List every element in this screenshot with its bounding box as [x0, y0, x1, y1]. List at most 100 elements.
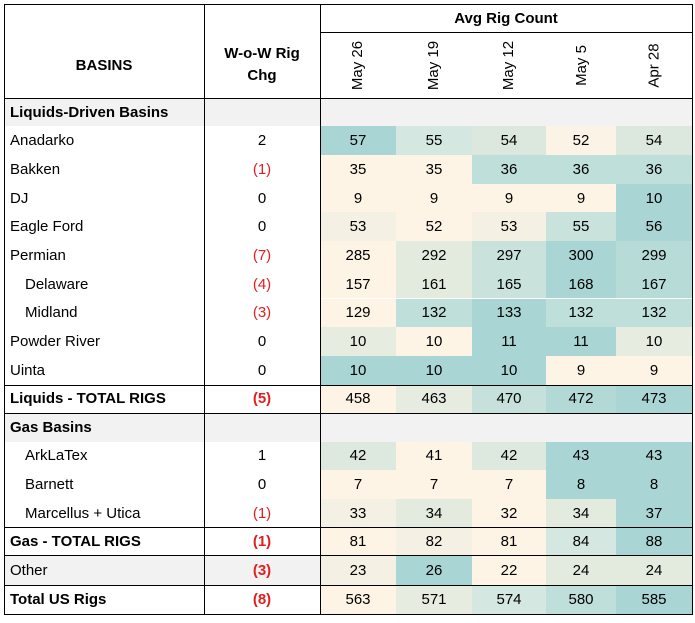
wow-change-text: 0 — [257, 189, 267, 207]
rig-count-value-text: 300 — [568, 246, 594, 264]
rig-count-value-text: 34 — [572, 504, 590, 522]
wow-header: W-o-W Rig Chg — [204, 32, 320, 98]
row-divider-top — [4, 384, 692, 386]
row-label-text: Uinta — [10, 361, 46, 379]
rig-count-value: 132 — [546, 298, 616, 328]
rig-count-value: 35 — [396, 155, 472, 184]
rig-count-value: 24 — [546, 555, 616, 585]
rig-count-value-text: 580 — [568, 591, 594, 608]
row-label: Delaware — [4, 270, 204, 299]
rig-count-value: 470 — [472, 384, 546, 413]
rig-count-value-text: 24 — [645, 561, 663, 579]
section-label-text: Gas Basins — [10, 418, 92, 436]
rig-count-value: 36 — [616, 155, 692, 184]
row-label: Powder River — [4, 327, 204, 356]
rig-count-value-text: 52 — [425, 218, 443, 236]
rig-count-value-text: 35 — [349, 160, 367, 178]
rig-count-value: 35 — [320, 155, 396, 184]
rig-count-value-text: 574 — [496, 591, 522, 608]
rig-count-value: 129 — [320, 298, 396, 328]
rig-count-value-text: 10 — [425, 333, 443, 351]
rig-count-value-text: 7 — [429, 476, 439, 494]
wow-change-text: (1) — [252, 160, 272, 178]
rig-count-value: 9 — [616, 355, 692, 385]
row-label-text: Eagle Ford — [10, 218, 84, 236]
rig-count-value: 585 — [616, 585, 692, 614]
rig-count-value-text: 26 — [425, 561, 443, 579]
rig-count-value: 10 — [616, 183, 692, 213]
rig-count-value: 43 — [546, 441, 616, 471]
rig-count-value-text: 297 — [496, 246, 522, 264]
rig-count-value-text: 132 — [641, 304, 667, 322]
rig-count-value-text: 82 — [425, 532, 443, 550]
basins-header-text: BASINS — [75, 56, 133, 74]
rig-count-value-text: 10 — [349, 333, 367, 351]
week-header-1-text: May 19 — [425, 40, 443, 90]
rig-count-value: 23 — [320, 555, 396, 585]
row-divider-top — [4, 585, 692, 586]
row-label: Gas - TOTAL RIGS — [4, 527, 204, 555]
rig-count-value: 292 — [396, 241, 472, 270]
avg-rig-count-header-text: Avg Rig Count — [454, 9, 558, 27]
wow-change-text: 2 — [257, 132, 267, 149]
rig-count-value: 580 — [546, 585, 616, 614]
row-label-text: Delaware — [25, 275, 89, 293]
rig-count-value-text: 57 — [349, 132, 367, 149]
rig-count-value-text: 157 — [345, 275, 371, 293]
row-label: DJ — [4, 184, 204, 213]
wow-change: 0 — [204, 327, 320, 356]
section-fill — [320, 412, 692, 442]
row-label: Barnett — [4, 470, 204, 499]
rig-count-value-text: 10 — [645, 333, 663, 351]
wow-change-text: 0 — [257, 218, 267, 236]
row-label: Other — [4, 555, 204, 585]
wow-change-text: (3) — [252, 304, 272, 322]
rig-count-value-text: 585 — [641, 591, 667, 608]
rig-count-value-text: 22 — [500, 561, 518, 579]
rig-count-value-text: 167 — [641, 275, 667, 293]
rig-count-value: 563 — [320, 585, 396, 614]
wow-change-text: (4) — [252, 275, 272, 293]
rig-count-value: 34 — [396, 499, 472, 527]
rig-count-value: 157 — [320, 269, 396, 299]
wow-change-text: (8) — [252, 591, 272, 608]
wow-change: 0 — [204, 184, 320, 213]
rig-count-value-text: 34 — [425, 504, 443, 522]
rig-count-value: 82 — [396, 527, 472, 555]
rig-count-value-text: 299 — [641, 246, 667, 264]
row-label-text: Other — [10, 561, 48, 579]
rig-count-value-text: 9 — [504, 189, 514, 207]
rig-count-value: 53 — [472, 212, 546, 242]
rig-count-value: 56 — [616, 212, 692, 242]
rig-count-value: 54 — [472, 126, 546, 155]
rig-count-value-text: 10 — [645, 189, 663, 207]
rig-count-value-text: 54 — [500, 132, 518, 149]
rig-count-value: 81 — [472, 527, 546, 555]
wow-change-text: 0 — [257, 361, 267, 379]
row-label-text: Anadarko — [10, 132, 75, 149]
wow-change: 0 — [204, 212, 320, 241]
rig-count-value: 300 — [546, 241, 616, 270]
wow-change: (3) — [204, 555, 320, 585]
row-label: Permian — [4, 241, 204, 270]
rig-count-value: 41 — [396, 441, 472, 471]
rig-count-value-text: 458 — [345, 390, 371, 408]
rig-count-value: 473 — [616, 384, 692, 413]
rig-count-value-text: 7 — [353, 476, 363, 494]
rig-count-value: 52 — [396, 212, 472, 242]
wow-header-text: W-o-W Rig — [224, 45, 300, 62]
rig-count-value: 161 — [396, 269, 472, 299]
rig-count-value-text: 8 — [649, 476, 659, 494]
wow-change: (7) — [204, 241, 320, 270]
rig-count-value-text: 42 — [349, 447, 367, 465]
rig-count-value: 8 — [616, 470, 692, 499]
section-fill — [320, 98, 692, 126]
row-label-text: Permian — [10, 246, 66, 264]
rig-count-value: 463 — [396, 384, 472, 413]
rig-count-value-text: 129 — [345, 304, 371, 322]
rig-count-value: 458 — [320, 384, 396, 413]
rig-count-value-text: 54 — [645, 132, 663, 149]
rig-count-value: 43 — [616, 441, 692, 471]
rig-count-value-text: 81 — [349, 532, 367, 550]
